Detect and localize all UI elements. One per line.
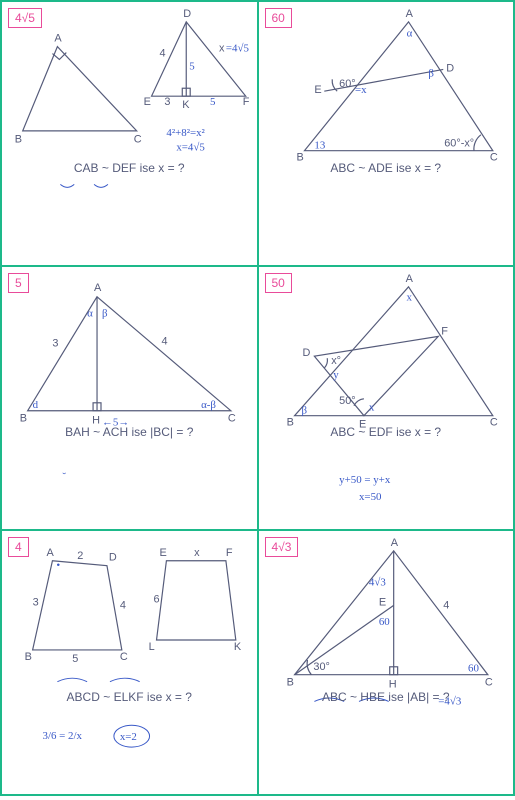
svg-text:5: 5 (72, 653, 78, 665)
problem-cell-1: 4√5 A B C D E F K 4 3 5 5 x (1, 1, 258, 266)
svg-text:L: L (149, 641, 155, 653)
svg-text:60°-x°: 60°-x° (444, 138, 474, 150)
svg-text:B: B (20, 412, 27, 424)
svg-text:D: D (302, 347, 310, 359)
svg-text:4²+8²=x²: 4²+8²=x² (166, 127, 205, 139)
svg-text:3/6 = 2/x: 3/6 = 2/x (43, 730, 83, 742)
svg-text:•: • (56, 560, 60, 572)
svg-text:3: 3 (33, 597, 39, 609)
svg-text:F: F (226, 547, 233, 559)
svg-text:60°: 60° (339, 78, 355, 90)
figure: A B C D E F K 4 3 5 5 x =4√5 4²+8²=x² x=… (2, 2, 257, 265)
svg-text:E: E (159, 547, 166, 559)
svg-text:C: C (484, 677, 492, 689)
svg-text:A: A (46, 547, 54, 559)
svg-text:4: 4 (120, 600, 126, 612)
svg-text:K: K (182, 99, 190, 111)
svg-text:B: B (15, 134, 22, 146)
svg-text:β: β (428, 67, 434, 79)
figure: A D B C 2 3 5 4 • E F L K x 6 3/6 = 2/x … (2, 531, 257, 794)
svg-text:B: B (25, 651, 32, 663)
svg-text:A: A (405, 8, 413, 20)
question-text: ABC ~ ADE ise x = ? (259, 161, 514, 175)
figure: A B C D E F x° 50° x y β x y+50 = y+x x=… (259, 267, 514, 530)
figure: A B C H E 30° 4 4√3 60 60 =4√3 (259, 531, 514, 794)
svg-text:4√3: 4√3 (368, 577, 385, 589)
svg-text:D: D (183, 8, 191, 20)
svg-text:60: 60 (468, 663, 479, 675)
svg-text:β: β (102, 307, 108, 319)
svg-text:F: F (441, 325, 448, 337)
worksheet-grid: 4√5 A B C D E F K 4 3 5 5 x (0, 0, 515, 796)
svg-text:E: E (314, 84, 321, 96)
svg-text:˘: ˘ (62, 471, 66, 483)
svg-text:50°: 50° (339, 394, 355, 406)
svg-text:x=4√5: x=4√5 (176, 142, 205, 154)
question-text: ABCD ~ ELKF ise x = ? (2, 690, 257, 704)
question-text: BAH ~ ACH ise |BC| = ? (2, 425, 257, 439)
svg-text:3: 3 (52, 337, 58, 349)
question-text: CAB ~ DEF ise x = ? (2, 161, 257, 175)
svg-text:=x: =x (355, 84, 367, 96)
svg-text:y+50 = y+x: y+50 = y+x (339, 474, 391, 486)
svg-text:=4√5: =4√5 (226, 43, 250, 55)
svg-text:E: E (378, 597, 385, 609)
svg-text:4: 4 (443, 600, 449, 612)
svg-text:C: C (120, 651, 128, 663)
problem-cell-6: 4√3 A B C H E 30° 4 4√3 60 60 =4√3 (258, 530, 515, 795)
svg-text:5: 5 (210, 96, 216, 108)
problem-cell-3: 5 A B C H 3 4 d α β α-β ←5→ ˘ BAH ~ ACH … (1, 266, 258, 531)
svg-text:C: C (228, 412, 236, 424)
svg-text:α: α (406, 28, 412, 40)
svg-text:D: D (109, 552, 117, 564)
svg-text:x°: x° (331, 355, 341, 367)
svg-text:A: A (405, 273, 413, 285)
svg-text:B: B (286, 677, 293, 689)
figure: A B C E D 60° =x 60°-x° α β 13 (259, 2, 514, 265)
svg-text:d: d (33, 398, 39, 410)
svg-text:F: F (243, 96, 250, 108)
svg-text:α: α (87, 307, 93, 319)
svg-text:4: 4 (161, 335, 167, 347)
svg-text:y: y (333, 369, 339, 381)
figure: A B C H 3 4 d α β α-β ←5→ ˘ (2, 267, 257, 530)
svg-text:A: A (54, 33, 62, 45)
svg-text:x=2: x=2 (120, 731, 137, 743)
svg-text:13: 13 (314, 140, 325, 152)
svg-text:A: A (390, 537, 398, 549)
svg-text:K: K (234, 641, 242, 653)
svg-text:30°: 30° (313, 661, 329, 673)
svg-text:C: C (134, 134, 142, 146)
question-text: ABC ~ EDF ise x = ? (259, 425, 514, 439)
svg-text:5: 5 (189, 60, 195, 72)
svg-text:β: β (301, 404, 307, 416)
svg-text:x: x (368, 401, 374, 413)
svg-text:2: 2 (77, 550, 83, 562)
svg-text:x: x (219, 43, 225, 55)
svg-text:A: A (94, 281, 102, 293)
svg-text:6: 6 (154, 594, 160, 606)
svg-text:x=50: x=50 (358, 491, 381, 503)
svg-text:x: x (406, 291, 412, 303)
svg-text:α-β: α-β (201, 398, 216, 410)
svg-text:D: D (446, 62, 454, 74)
problem-cell-2: 60 A B C E D 60° =x 60°-x° α β 13 ABC ~ … (258, 1, 515, 266)
svg-text:3: 3 (164, 96, 170, 108)
problem-cell-5: 4 A D B C 2 3 5 4 • E F L K x 6 (1, 530, 258, 795)
problem-cell-4: 50 A B C D E F x° 50° x y β x y+50 = y+x (258, 266, 515, 531)
svg-text:4: 4 (159, 48, 165, 60)
question-text: ABC ~ HBE ise |AB| = ? (259, 690, 514, 704)
svg-text:E: E (144, 96, 151, 108)
svg-text:60: 60 (378, 616, 389, 628)
svg-text:x: x (194, 547, 200, 559)
